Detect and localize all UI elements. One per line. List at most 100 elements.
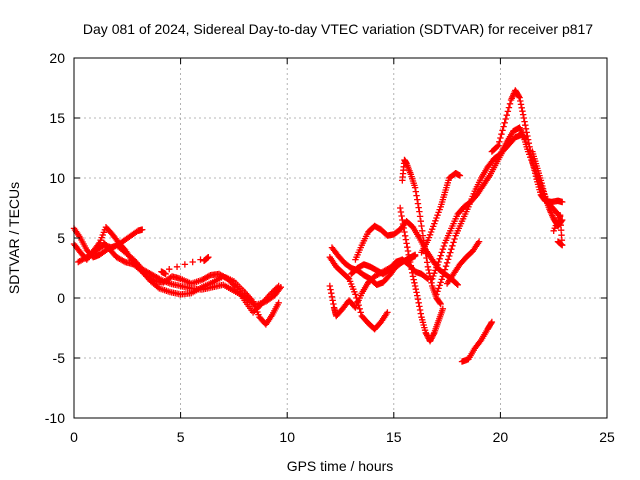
data-point xyxy=(425,234,433,241)
data-point xyxy=(424,259,431,266)
data-point xyxy=(173,263,181,270)
data-point xyxy=(120,258,127,265)
data-point xyxy=(423,254,430,262)
data-point xyxy=(446,252,453,260)
data-point xyxy=(423,331,430,338)
data-point xyxy=(517,97,524,105)
data-point xyxy=(166,266,173,273)
data-point xyxy=(399,216,406,224)
data-point xyxy=(516,94,523,101)
data-point xyxy=(541,191,548,198)
data-point xyxy=(231,282,238,289)
data-point xyxy=(414,296,422,303)
data-point xyxy=(357,309,364,316)
data-point xyxy=(439,305,447,312)
data-point xyxy=(356,305,363,312)
y-tick-label: 0 xyxy=(57,290,65,306)
data-point xyxy=(409,269,416,276)
data-point xyxy=(501,119,508,126)
data-point xyxy=(269,288,277,295)
data-point xyxy=(430,272,437,280)
data-point xyxy=(539,182,546,190)
data-point xyxy=(427,228,435,236)
data-point xyxy=(414,200,422,207)
data-point xyxy=(413,289,420,296)
data-point xyxy=(537,177,545,184)
y-tick-label: 10 xyxy=(49,170,65,186)
data-point xyxy=(521,118,528,125)
data-point xyxy=(428,335,435,342)
data-point xyxy=(498,131,505,138)
data-point xyxy=(272,285,280,292)
data-point xyxy=(444,256,452,263)
data-point xyxy=(409,273,417,280)
data-point xyxy=(426,231,434,238)
data-point xyxy=(352,291,359,298)
data-point xyxy=(520,114,528,122)
data-point xyxy=(400,224,407,232)
data-point xyxy=(433,264,440,271)
x-axis-label: GPS time / hours xyxy=(287,458,394,474)
data-point xyxy=(475,238,483,245)
data-point xyxy=(414,292,421,299)
data-point xyxy=(328,293,336,300)
data-point xyxy=(435,258,442,266)
data-point xyxy=(436,206,443,213)
y-tick-label: -5 xyxy=(53,350,66,366)
data-point xyxy=(440,269,448,277)
x-tick-label: 10 xyxy=(279,429,295,445)
data-point xyxy=(440,242,448,250)
data-point xyxy=(417,218,425,225)
data-point xyxy=(430,331,437,338)
data-point xyxy=(416,303,423,310)
data-point xyxy=(197,256,204,263)
data-point xyxy=(397,208,405,216)
data-point xyxy=(428,226,436,233)
x-tick-label: 20 xyxy=(493,429,509,445)
data-point xyxy=(432,217,439,224)
data-point xyxy=(456,172,464,179)
data-point xyxy=(396,204,404,212)
data-point xyxy=(436,255,443,262)
data-point xyxy=(406,255,413,262)
data-point xyxy=(355,302,362,309)
data-point xyxy=(428,279,435,286)
data-point xyxy=(519,111,527,118)
data-point xyxy=(414,196,421,203)
data-point xyxy=(431,220,438,227)
data-point xyxy=(450,239,457,246)
data-point xyxy=(399,220,407,228)
data-point xyxy=(424,263,432,270)
data-point xyxy=(524,136,532,143)
data-point xyxy=(438,276,445,283)
data-point xyxy=(402,236,410,243)
data-point xyxy=(415,299,422,306)
data-point xyxy=(504,108,512,115)
data-point xyxy=(522,125,530,132)
data-point xyxy=(417,310,425,317)
data-point xyxy=(416,306,424,314)
data-point xyxy=(437,300,444,308)
data-point xyxy=(431,270,438,277)
data-point xyxy=(433,214,440,222)
data-point xyxy=(436,299,444,307)
data-point xyxy=(439,273,447,280)
data-point xyxy=(426,338,434,345)
data-point xyxy=(428,333,436,341)
data-points xyxy=(70,87,566,365)
data-point xyxy=(266,291,274,298)
data-point xyxy=(406,258,414,266)
data-point xyxy=(502,115,509,123)
x-tick-label: 15 xyxy=(386,429,402,445)
data-point xyxy=(405,251,412,258)
data-point xyxy=(428,275,436,282)
data-point xyxy=(268,289,275,297)
data-point xyxy=(412,188,420,195)
data-point xyxy=(453,280,460,287)
data-point xyxy=(550,227,557,234)
data-point xyxy=(404,244,411,251)
data-point xyxy=(525,140,533,147)
data-point xyxy=(495,142,502,149)
data-point xyxy=(419,227,426,234)
data-point xyxy=(401,232,409,239)
